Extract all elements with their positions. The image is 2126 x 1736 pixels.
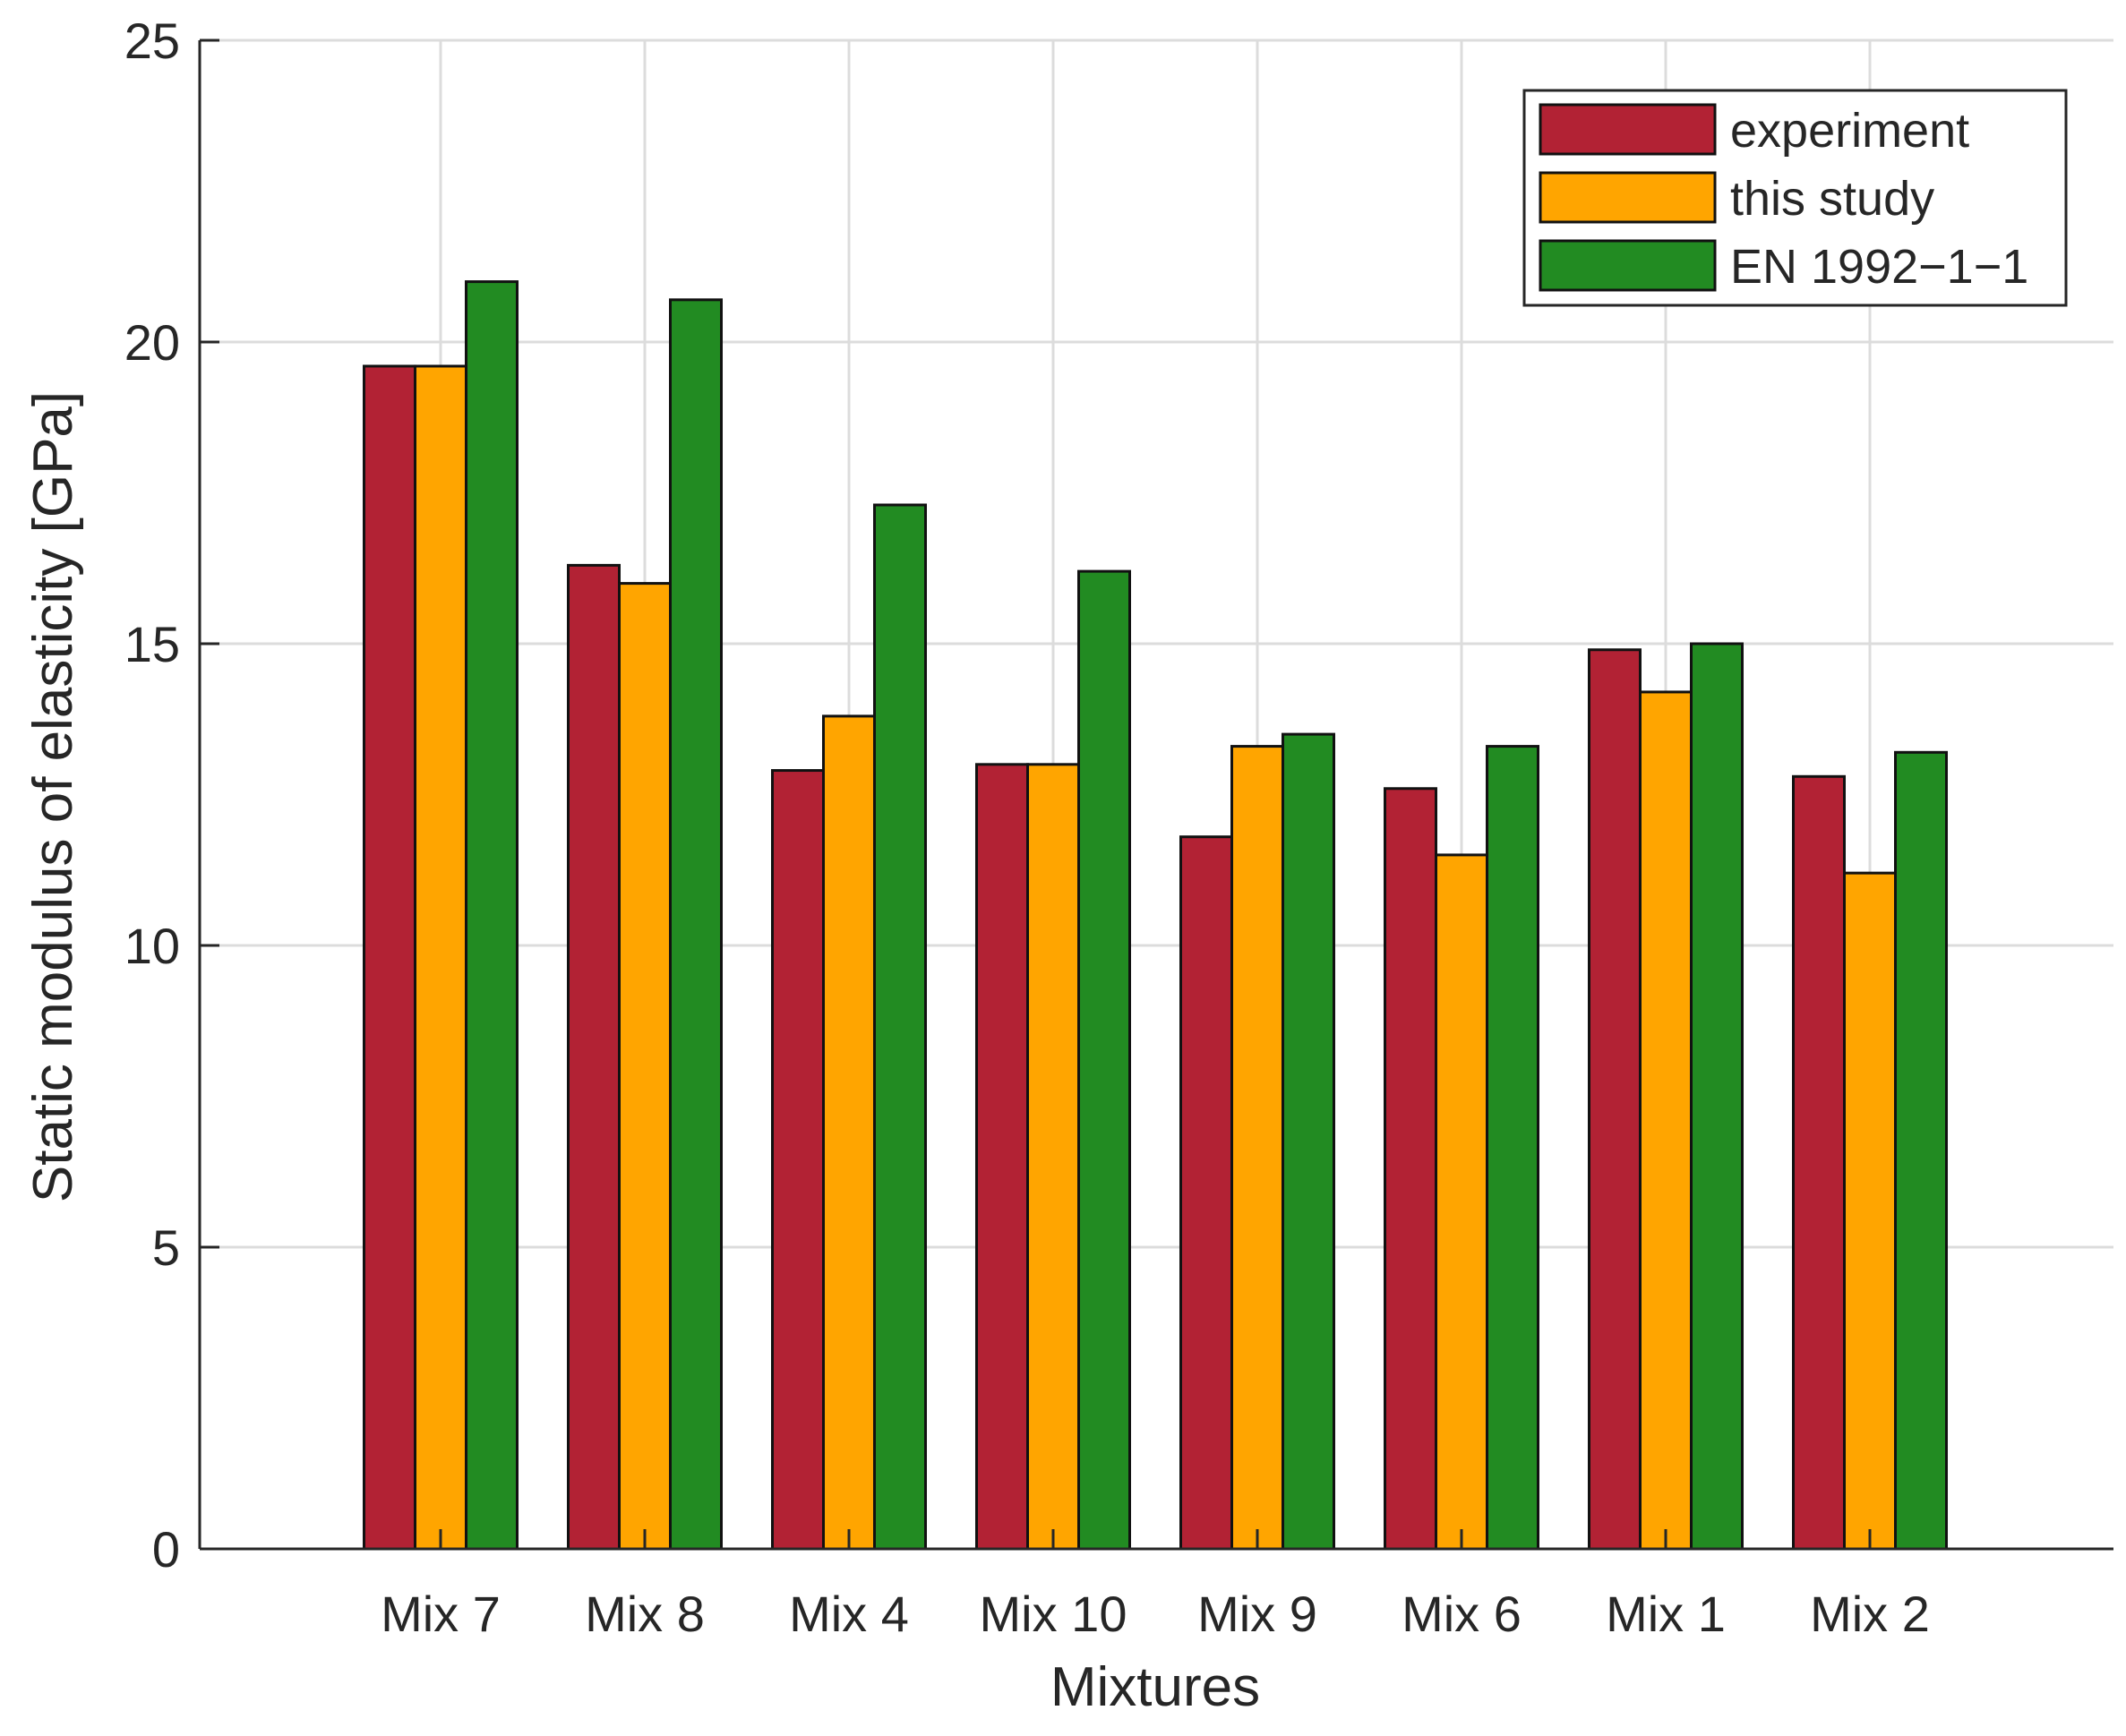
legend-label-en-1992: EN 1992−1−1 bbox=[1730, 240, 2028, 294]
bar-en-1992-1-1-mix-1 bbox=[1690, 642, 1744, 1551]
legend-swatch-experiment bbox=[1539, 103, 1717, 156]
bar-this-study-mix-7 bbox=[414, 364, 467, 1551]
y-tick-label: 10 bbox=[124, 918, 180, 974]
x-tick-label: Mix 8 bbox=[585, 1586, 705, 1642]
bar-experiment-mix-8 bbox=[567, 563, 621, 1551]
bar-this-study-mix-6 bbox=[1435, 853, 1488, 1551]
tick-labels: 0 5 10 15 20 25 Mix 7 Mix 8 Mix 4 Mix 10 Mix 9 Mix … bbox=[124, 13, 1930, 1642]
y-tick-label: 15 bbox=[124, 616, 180, 672]
bar-experiment-mix-10 bbox=[975, 763, 1029, 1551]
x-tick-label: Mix 1 bbox=[1606, 1586, 1726, 1642]
bar-this-study-mix-4 bbox=[822, 714, 876, 1551]
y-tick-label: 5 bbox=[152, 1219, 180, 1276]
bar-experiment-mix-2 bbox=[1792, 774, 1846, 1551]
x-tick-label: Mix 9 bbox=[1197, 1586, 1317, 1642]
bar-en-1992-1-1-mix-2 bbox=[1894, 750, 1948, 1551]
x-tick-label: Mix 7 bbox=[381, 1586, 501, 1642]
y-tick-label: 20 bbox=[124, 314, 180, 371]
x-tick-label: Mix 10 bbox=[980, 1586, 1127, 1642]
bar-experiment-mix-4 bbox=[771, 769, 825, 1551]
x-tick-label: Mix 6 bbox=[1402, 1586, 1522, 1642]
bar-en-1992-1-1-mix-10 bbox=[1077, 569, 1131, 1551]
x-tick-label: Mix 2 bbox=[1810, 1586, 1930, 1642]
bar-experiment-mix-9 bbox=[1179, 835, 1233, 1551]
bar-this-study-mix-2 bbox=[1843, 871, 1897, 1551]
y-tick-label: 25 bbox=[124, 13, 180, 69]
bar-this-study-mix-9 bbox=[1230, 745, 1284, 1551]
y-axis-title: Static modulus of elasticity [GPa] bbox=[22, 391, 84, 1202]
bar-this-study-mix-1 bbox=[1639, 690, 1693, 1551]
bar-en-1992-1-1-mix-4 bbox=[873, 503, 927, 1551]
legend-swatch-en-1992 bbox=[1539, 239, 1717, 292]
legend: experiment this study EN 1992−1−1 bbox=[1522, 89, 2068, 307]
bar-experiment-mix-1 bbox=[1588, 648, 1642, 1551]
x-axis-title: Mixtures bbox=[1050, 1656, 1260, 1718]
bar-this-study-mix-8 bbox=[618, 582, 672, 1551]
bars-layer bbox=[363, 280, 1948, 1551]
y-tick-label: 0 bbox=[152, 1521, 180, 1578]
legend-label-experiment: experiment bbox=[1730, 104, 1969, 158]
bar-experiment-mix-6 bbox=[1384, 787, 1437, 1551]
x-tick-label: Mix 4 bbox=[789, 1586, 909, 1642]
bar-experiment-mix-7 bbox=[363, 364, 416, 1551]
bar-en-1992-1-1-mix-8 bbox=[669, 298, 723, 1551]
legend-label-this-study: this study bbox=[1730, 172, 1934, 226]
bar-en-1992-1-1-mix-6 bbox=[1486, 745, 1539, 1551]
axes-layer bbox=[198, 38, 2113, 1551]
bar-en-1992-1-1-mix-7 bbox=[465, 280, 519, 1551]
legend-swatch-this-study bbox=[1539, 171, 1717, 224]
bar-en-1992-1-1-mix-9 bbox=[1282, 732, 1335, 1551]
bar-this-study-mix-10 bbox=[1026, 763, 1080, 1551]
